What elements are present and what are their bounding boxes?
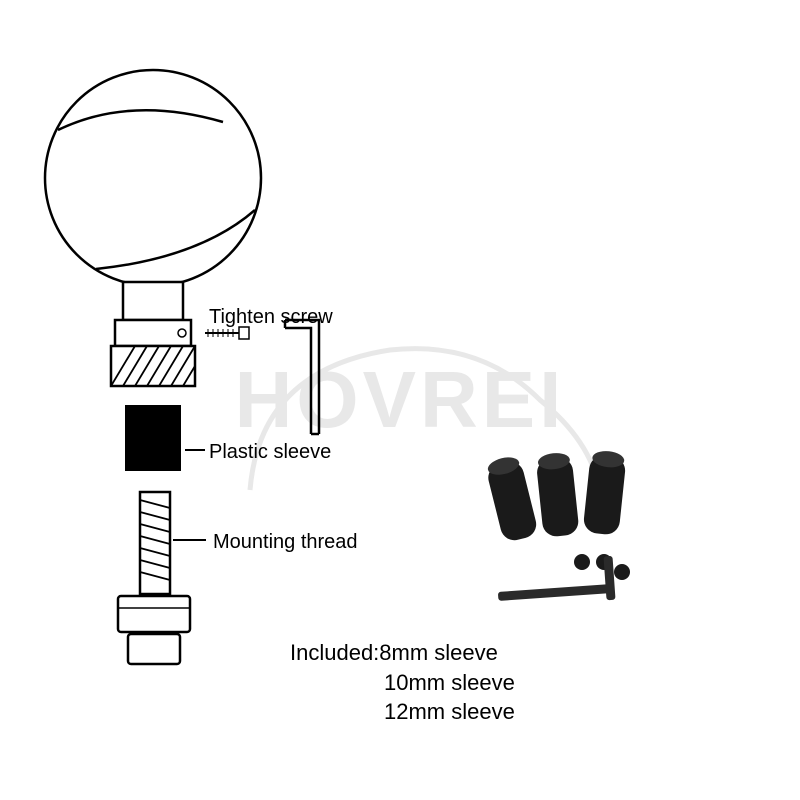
- included-parts-photo: [470, 440, 730, 640]
- knob-circle: [45, 70, 261, 286]
- ferrule-hole: [178, 329, 186, 337]
- plastic-sleeve-shape: [125, 405, 181, 471]
- base-collar-top: [118, 596, 190, 632]
- sleeve-2: [535, 451, 579, 537]
- knob-neck: [123, 282, 183, 320]
- sleeve-1: [484, 454, 539, 543]
- exploded-diagram: [30, 40, 430, 760]
- set-screw: [205, 327, 249, 339]
- sleeve-3: [583, 449, 627, 535]
- base-collar-bottom: [128, 634, 180, 664]
- hex-key-diagram: [285, 320, 319, 434]
- set-screw-3: [614, 564, 630, 580]
- set-screw-1: [574, 554, 590, 570]
